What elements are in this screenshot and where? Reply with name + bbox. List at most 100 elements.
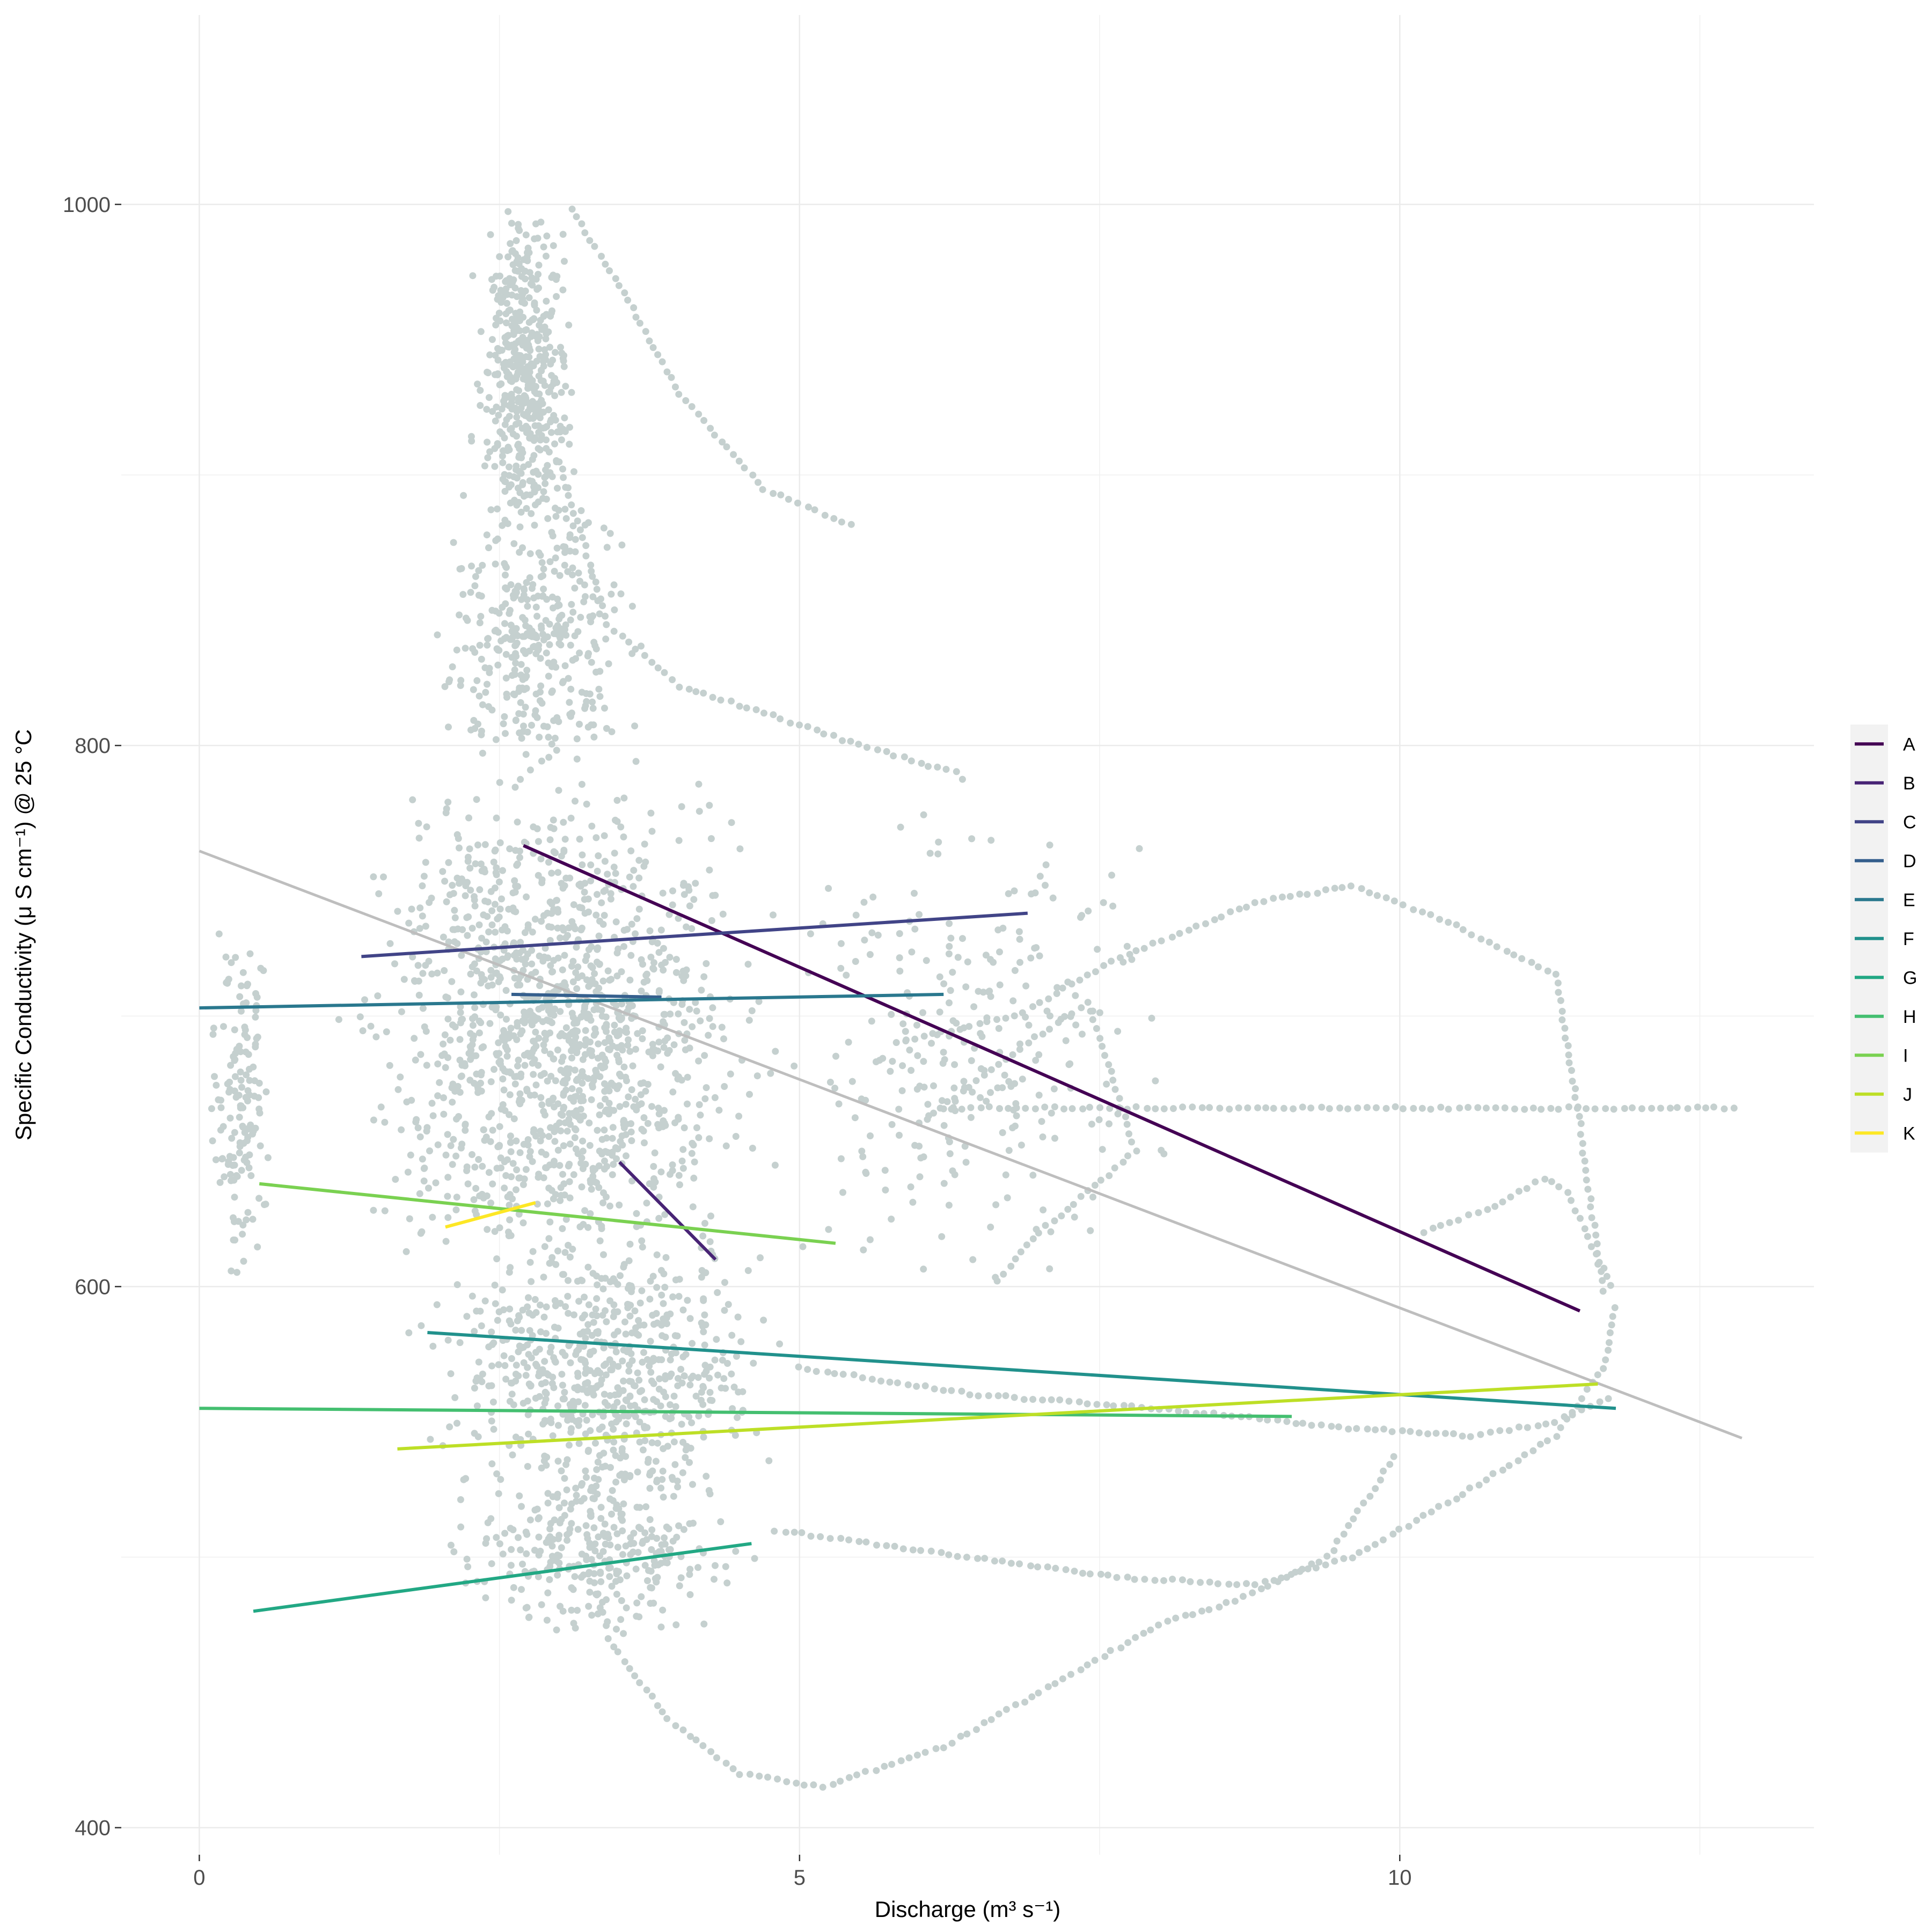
- data-point: [495, 1361, 502, 1368]
- data-point: [1093, 1401, 1101, 1408]
- data-point: [1491, 1203, 1499, 1210]
- data-point: [253, 1035, 260, 1042]
- data-point: [649, 1272, 657, 1280]
- data-point: [616, 1576, 624, 1584]
- data-point: [495, 1490, 502, 1497]
- data-point: [523, 505, 530, 512]
- data-point: [478, 1044, 486, 1051]
- data-point: [807, 930, 814, 938]
- data-point: [456, 1088, 464, 1096]
- data-point: [535, 270, 542, 278]
- data-point: [963, 1730, 971, 1738]
- data-point: [1251, 899, 1258, 906]
- data-point: [977, 1030, 984, 1037]
- data-point: [866, 1236, 874, 1243]
- data-point: [531, 1056, 538, 1064]
- data-point: [677, 1574, 685, 1582]
- data-point: [420, 873, 428, 880]
- data-point: [522, 267, 529, 275]
- data-point: [556, 1519, 564, 1527]
- data-point: [1730, 1104, 1738, 1112]
- data-point: [897, 1757, 905, 1765]
- data-point: [679, 1165, 687, 1172]
- data-point: [521, 633, 528, 640]
- data-point: [505, 1034, 513, 1042]
- data-point: [1380, 1425, 1387, 1433]
- data-point: [1565, 1059, 1573, 1066]
- data-point: [574, 963, 582, 971]
- data-point: [603, 621, 610, 628]
- data-point: [503, 1052, 511, 1060]
- data-point: [475, 591, 482, 599]
- data-point: [447, 1142, 455, 1150]
- data-point: [646, 1484, 654, 1492]
- data-point: [1235, 905, 1243, 913]
- data-point: [375, 890, 383, 897]
- data-point: [535, 429, 543, 436]
- data-point: [575, 1417, 583, 1424]
- data-point: [456, 565, 464, 573]
- data-point: [565, 321, 573, 329]
- data-point: [419, 970, 427, 977]
- data-point: [593, 1272, 601, 1280]
- data-point: [678, 972, 686, 980]
- data-point: [588, 567, 595, 575]
- data-point: [491, 283, 498, 291]
- data-point: [568, 601, 575, 608]
- data-point: [661, 1037, 669, 1045]
- data-point: [457, 1019, 464, 1027]
- data-point: [448, 978, 456, 985]
- data-point: [603, 1163, 611, 1170]
- data-point: [552, 624, 560, 632]
- data-point: [508, 1391, 516, 1398]
- data-point: [1015, 928, 1023, 935]
- data-point: [1086, 1570, 1094, 1578]
- data-point: [1075, 1398, 1083, 1406]
- data-point: [1290, 1105, 1297, 1113]
- data-point: [491, 884, 499, 892]
- data-point: [511, 888, 519, 896]
- data-point: [1132, 1634, 1139, 1641]
- data-point: [596, 610, 603, 618]
- data-point: [1176, 930, 1183, 937]
- data-point: [1445, 919, 1452, 926]
- data-point: [481, 841, 489, 848]
- data-point: [555, 718, 562, 726]
- data-point: [492, 869, 500, 876]
- data-point: [672, 1070, 679, 1077]
- data-point: [1477, 1431, 1484, 1438]
- data-point: [625, 1257, 633, 1264]
- data-point: [462, 614, 470, 622]
- data-point: [891, 1542, 898, 1550]
- data-point: [510, 1401, 517, 1409]
- data-point: [467, 887, 474, 894]
- data-point: [635, 857, 643, 864]
- data-point: [804, 1366, 811, 1373]
- data-point: [500, 1352, 508, 1359]
- data-point: [949, 969, 956, 976]
- data-point: [414, 962, 422, 969]
- data-point: [874, 932, 882, 939]
- data-point: [707, 425, 714, 432]
- data-point: [569, 564, 576, 572]
- data-point: [589, 612, 597, 619]
- data-point: [804, 723, 811, 730]
- data-point: [660, 945, 667, 952]
- data-point: [487, 974, 495, 981]
- data-point: [474, 380, 481, 388]
- data-point: [625, 1036, 632, 1043]
- data-point: [1206, 1578, 1213, 1586]
- data-point: [519, 967, 527, 974]
- data-point: [1141, 1576, 1148, 1583]
- data-point: [656, 1375, 663, 1382]
- data-point: [1315, 1558, 1323, 1566]
- data-point: [554, 1571, 561, 1579]
- data-point: [613, 1530, 621, 1538]
- data-point: [553, 293, 560, 300]
- data-point: [1016, 935, 1023, 943]
- data-point: [228, 1135, 236, 1142]
- data-point: [495, 913, 503, 921]
- data-point: [527, 1382, 535, 1389]
- data-point: [567, 815, 575, 822]
- data-point: [523, 667, 531, 674]
